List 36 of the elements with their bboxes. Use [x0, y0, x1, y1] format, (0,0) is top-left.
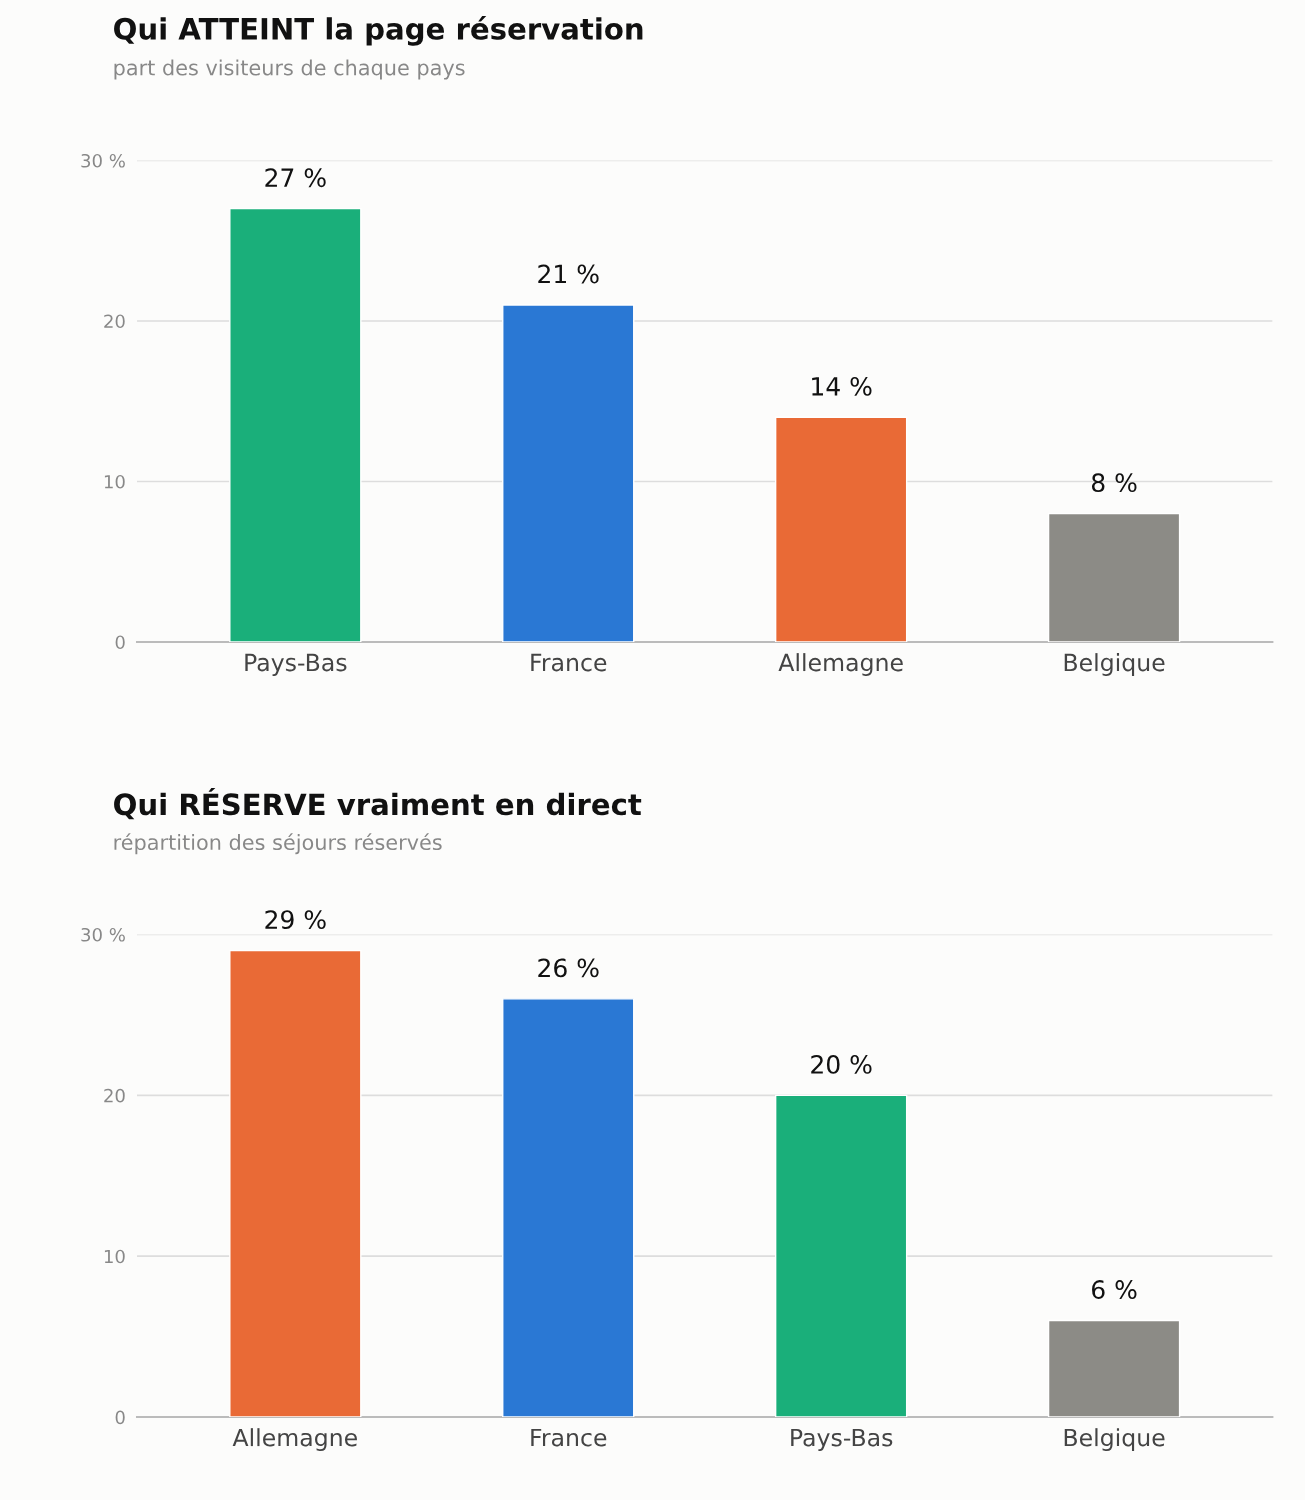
x-tick-label: Belgique: [1064, 1428, 1165, 1452]
bar: [1047, 1319, 1181, 1418]
x-tick-label: Belgique: [1064, 653, 1165, 676]
bar: [774, 1094, 908, 1418]
y-tick-label: 30 %: [81, 153, 125, 168]
y-tick-label: 20: [104, 1088, 125, 1103]
y-tick-label: 10: [104, 474, 125, 489]
x-tick-label: France: [531, 1428, 607, 1447]
chart-title: Qui RÉSERVE vraiment en direct: [114, 787, 642, 820]
bar: [1047, 512, 1181, 642]
chart-subtitle: part des visiteurs de chaque pays: [114, 59, 465, 80]
x-tick-label: France: [531, 653, 607, 672]
bar: [502, 304, 635, 642]
chart-title: Qui ATTEINT la page réservation: [114, 16, 643, 46]
bar: [502, 998, 635, 1418]
data-label: 20 %: [811, 1054, 872, 1074]
bar: [774, 416, 908, 642]
data-label: 26 %: [538, 958, 599, 978]
y-tick-label: 30 %: [81, 927, 125, 942]
data-label: 8 %: [1091, 473, 1137, 493]
x-tick-label: Pays-Bas: [245, 653, 347, 676]
x-tick-label: Allemagne: [232, 1428, 357, 1452]
chart-subtitle: répartition des séjours réservés: [114, 833, 442, 855]
data-label: 21 %: [538, 264, 599, 284]
y-tick-label: 0: [115, 635, 125, 650]
x-tick-label: Allemagne: [778, 653, 903, 676]
data-label: 29 %: [265, 910, 326, 930]
data-label: 14 %: [812, 376, 872, 396]
bar: [229, 949, 362, 1418]
bar: [229, 207, 362, 642]
y-tick-label: 0: [115, 1410, 125, 1425]
data-label: 27 %: [265, 168, 326, 188]
y-tick-label: 20: [104, 314, 125, 329]
data-label: 6 %: [1092, 1280, 1137, 1300]
y-tick-label: 10: [104, 1249, 125, 1264]
x-tick-label: Pays-Bas: [791, 1428, 893, 1452]
